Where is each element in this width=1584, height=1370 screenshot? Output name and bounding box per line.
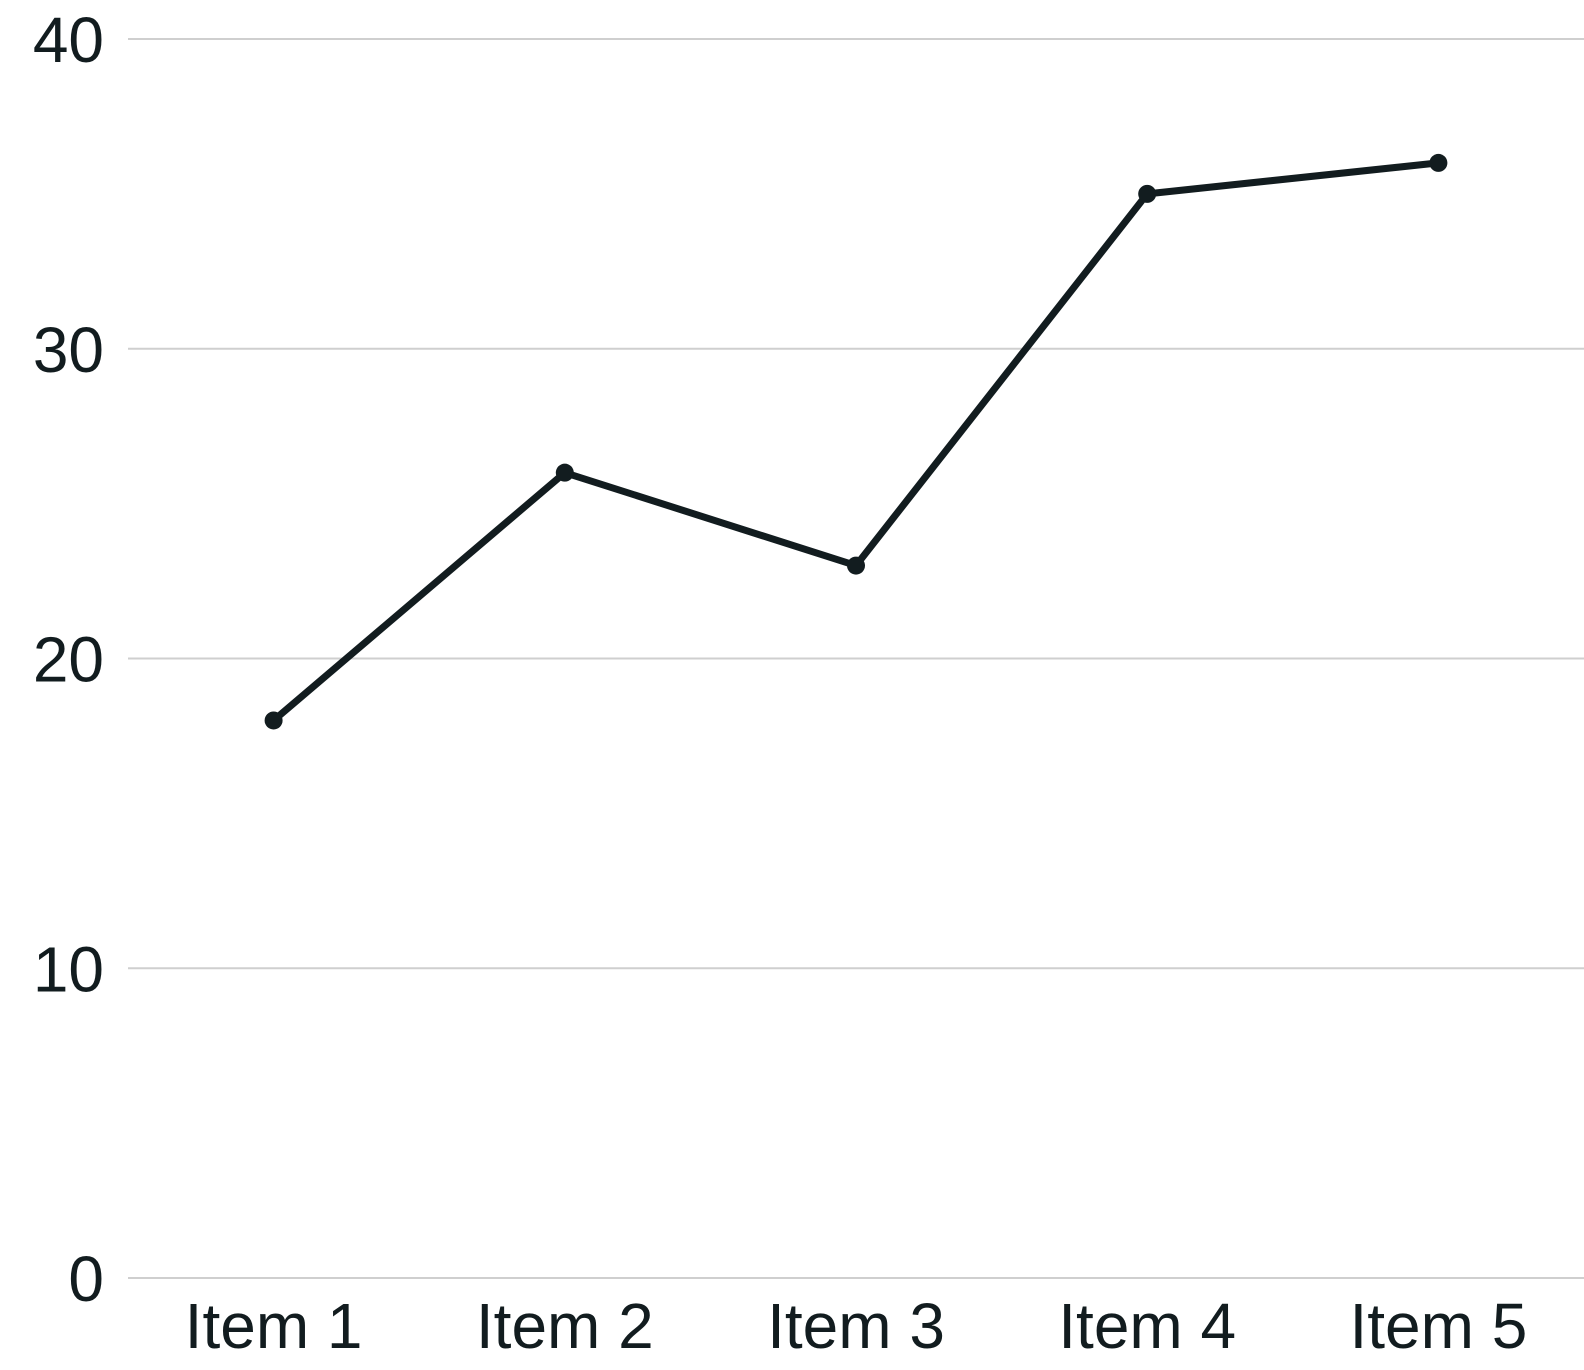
y-tick-label: 30 [33, 314, 104, 386]
x-tick-label: Item 3 [767, 1290, 945, 1362]
x-tick-label: Item 1 [185, 1290, 363, 1362]
y-tick-label: 10 [33, 933, 104, 1005]
y-tick-label: 0 [68, 1243, 104, 1315]
x-tick-label: Item 2 [476, 1290, 654, 1362]
y-axis-tick-labels: 0 10 20 30 40 [33, 4, 104, 1315]
data-point [1429, 153, 1448, 172]
y-tick-label: 20 [33, 624, 104, 696]
series [270, 159, 1442, 724]
series-line [270, 159, 1442, 724]
data-point-markers [264, 153, 1448, 730]
data-point [1138, 184, 1157, 203]
x-tick-label: Item 5 [1349, 1290, 1527, 1362]
data-point [847, 556, 865, 575]
x-tick-label: Item 4 [1058, 1290, 1236, 1362]
x-axis-tick-labels: Item 1 Item 2 Item 3 Item 4 Item 5 [185, 1290, 1528, 1362]
data-point [264, 711, 283, 730]
gridlines [128, 38, 1584, 1279]
y-tick-label: 40 [33, 4, 104, 76]
data-point [555, 463, 574, 482]
